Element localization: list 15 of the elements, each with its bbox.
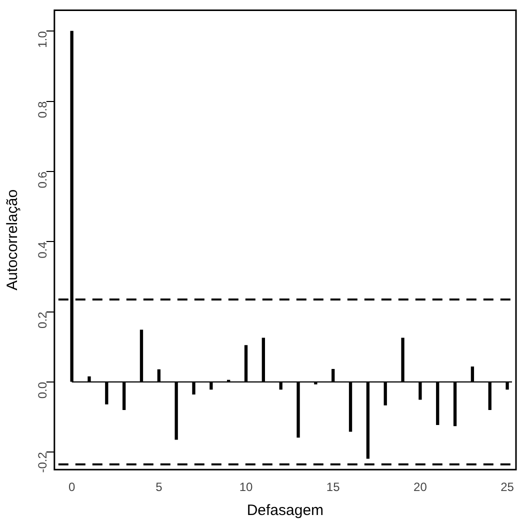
x-tick-label: 25 [500, 480, 514, 494]
y-tick-label: 1.0 [36, 30, 50, 48]
y-tick-label: 0.8 [36, 101, 50, 118]
y-tick-label: 0.4 [36, 241, 50, 258]
y-tick-label: 0.2 [36, 311, 50, 328]
x-tick-label: 15 [326, 480, 340, 494]
x-tick-label: 0 [68, 480, 76, 494]
y-tick-label: 0.0 [36, 382, 50, 399]
x-tick-label: 10 [239, 480, 253, 494]
x-tick-label: 5 [156, 480, 163, 494]
y-tick-label: -0.2 [36, 452, 50, 473]
y-tick-label: 0.6 [36, 171, 50, 188]
x-axis-title: Defasagem [246, 502, 324, 520]
y-axis-title: Autocorrelação [4, 189, 22, 290]
x-tick-label: 20 [414, 480, 428, 494]
